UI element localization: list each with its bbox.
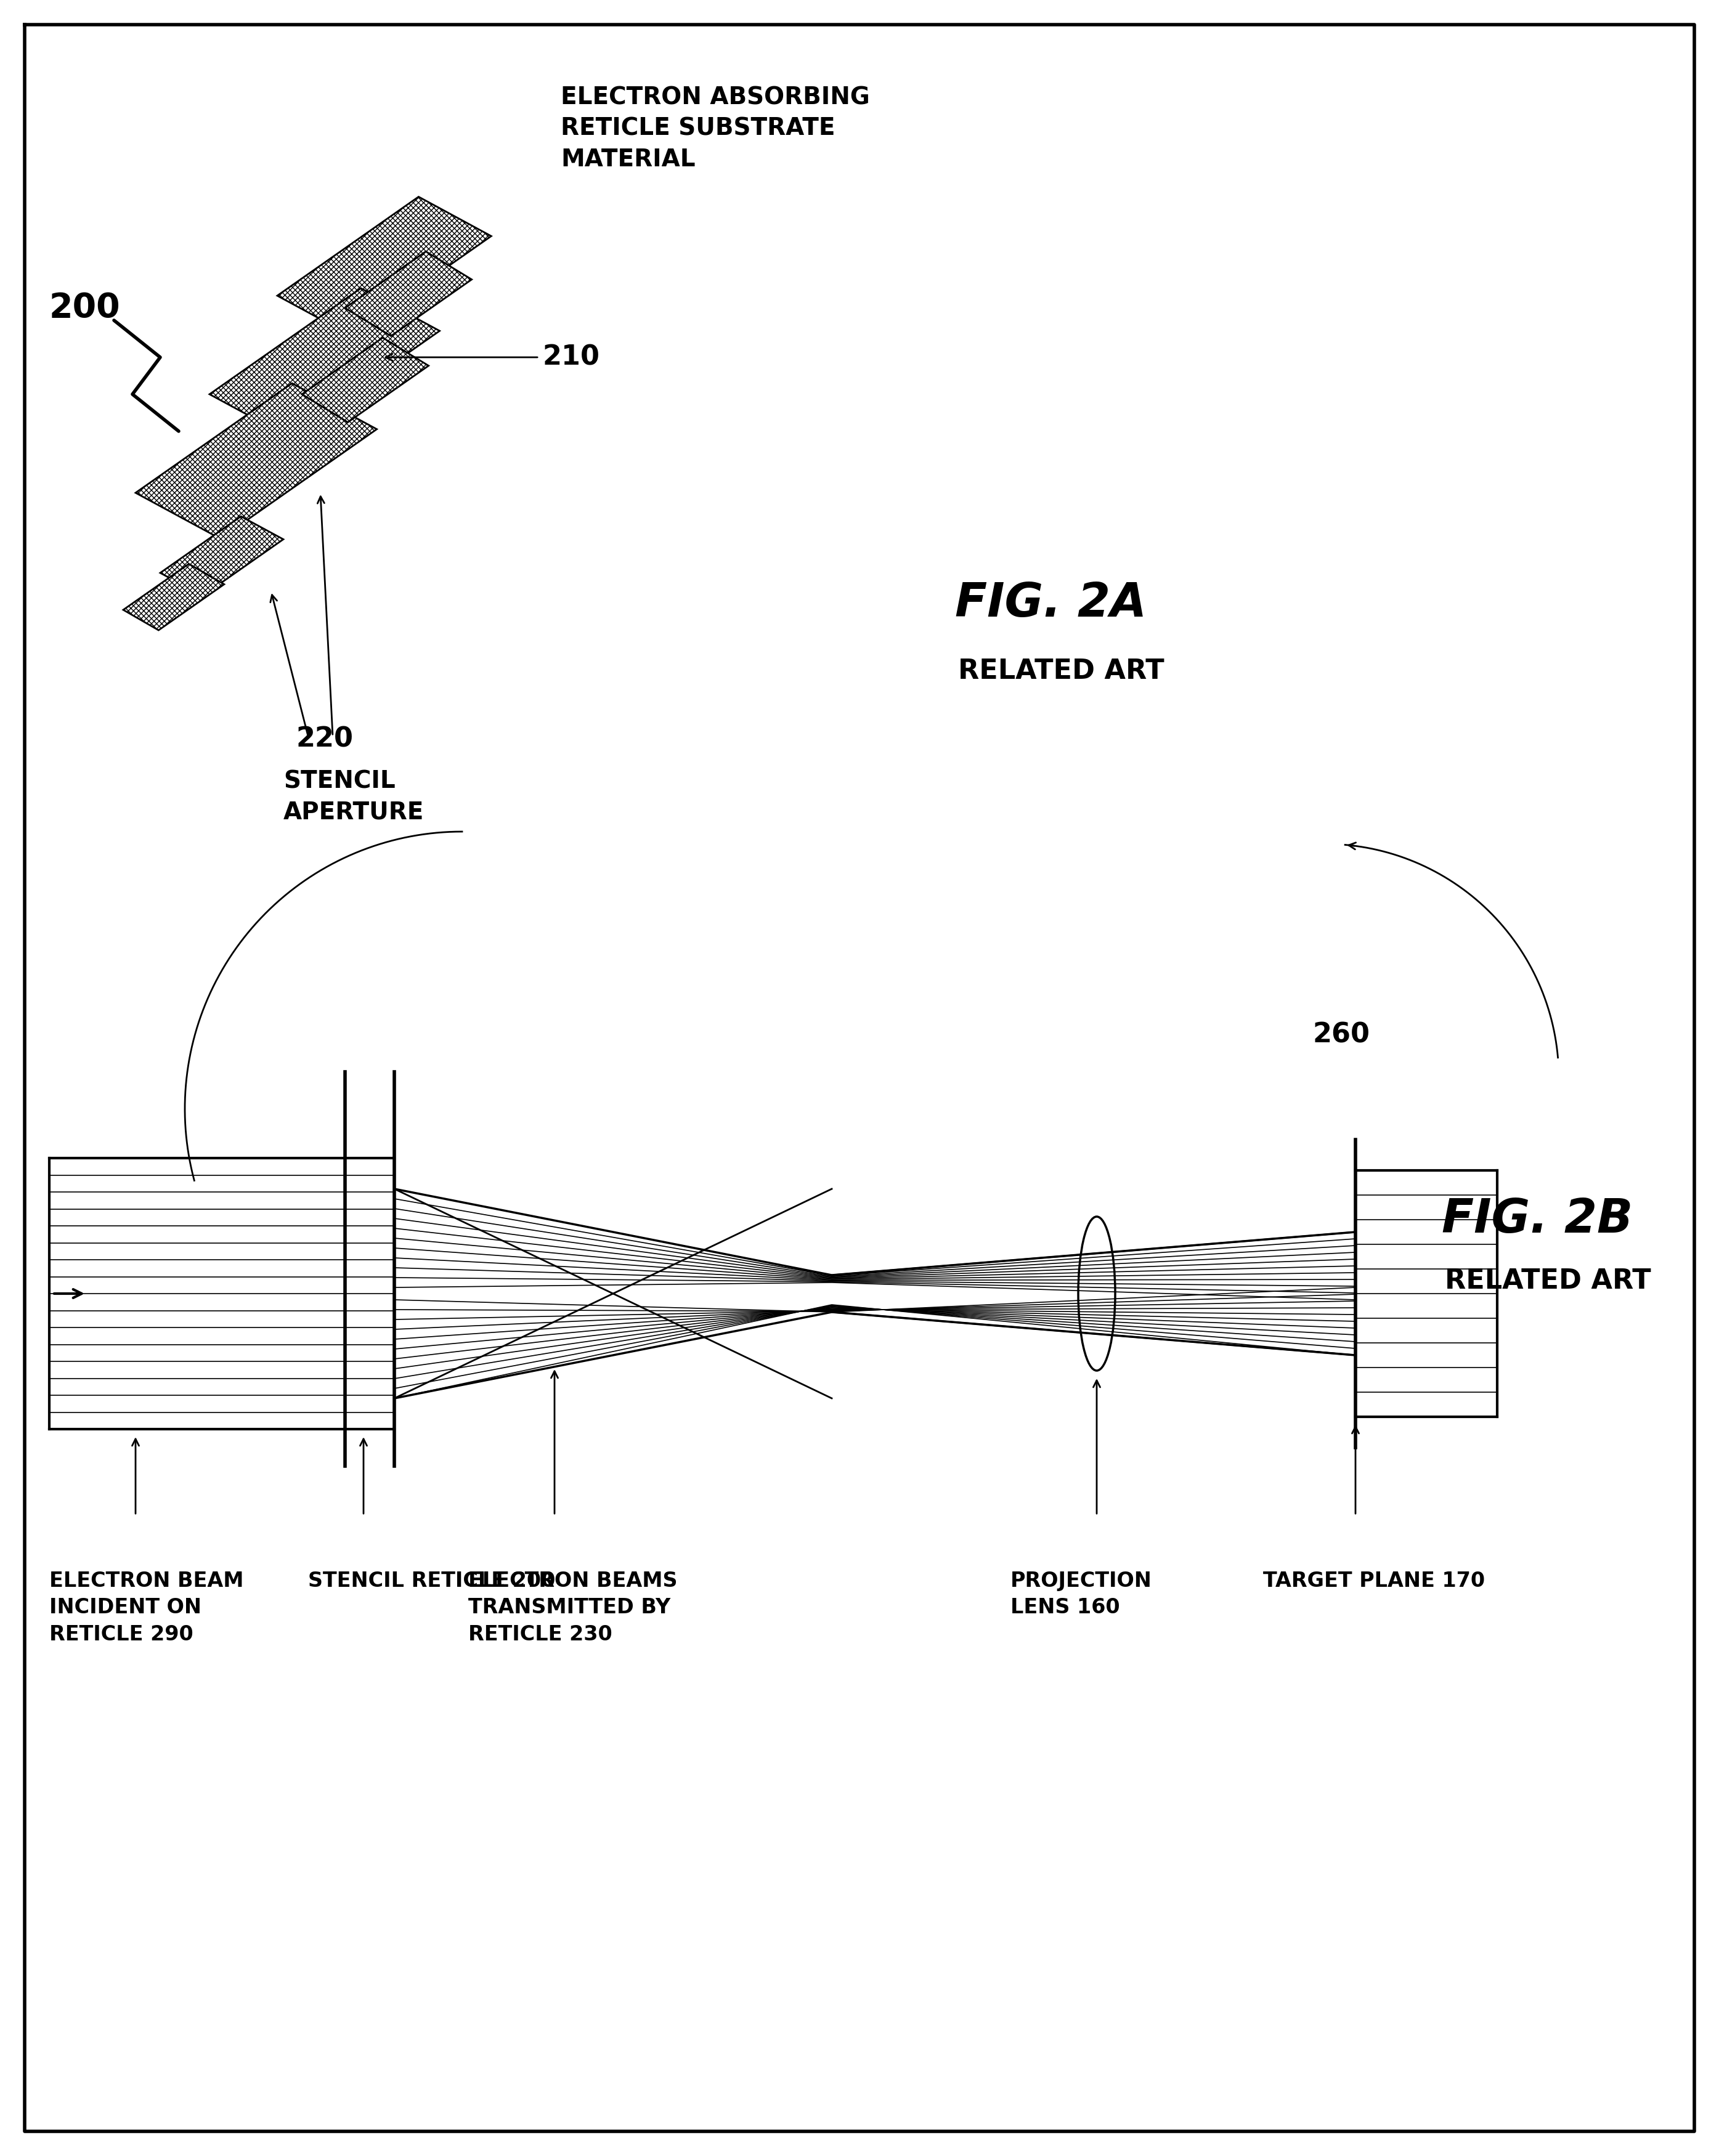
Text: 200: 200 bbox=[50, 291, 120, 326]
Text: FIG. 2B: FIG. 2B bbox=[1442, 1197, 1633, 1242]
Polygon shape bbox=[346, 252, 471, 336]
Text: STENCIL
APERTURE: STENCIL APERTURE bbox=[284, 770, 425, 824]
Polygon shape bbox=[124, 565, 223, 630]
Polygon shape bbox=[210, 289, 440, 438]
Text: 260: 260 bbox=[1312, 1022, 1370, 1048]
Text: PROJECTION
LENS 160: PROJECTION LENS 160 bbox=[1011, 1572, 1152, 1617]
Text: ELECTRON ABSORBING
RETICLE SUBSTRATE
MATERIAL: ELECTRON ABSORBING RETICLE SUBSTRATE MAT… bbox=[560, 86, 870, 170]
Text: FIG. 2A: FIG. 2A bbox=[956, 580, 1147, 627]
Text: 210: 210 bbox=[541, 345, 600, 371]
Text: RELATED ART: RELATED ART bbox=[1446, 1268, 1650, 1294]
Text: RELATED ART: RELATED ART bbox=[957, 658, 1164, 686]
Text: TARGET PLANE 170: TARGET PLANE 170 bbox=[1263, 1572, 1485, 1591]
Text: ELECTRON BEAMS
TRANSMITTED BY
RETICLE 230: ELECTRON BEAMS TRANSMITTED BY RETICLE 23… bbox=[468, 1572, 677, 1645]
Text: ELECTRON BEAM
INCIDENT ON
RETICLE 290: ELECTRON BEAM INCIDENT ON RETICLE 290 bbox=[50, 1572, 244, 1645]
Polygon shape bbox=[277, 196, 492, 334]
Polygon shape bbox=[160, 515, 284, 595]
Polygon shape bbox=[136, 384, 376, 539]
Polygon shape bbox=[303, 338, 428, 423]
Text: STENCIL RETICLE 200: STENCIL RETICLE 200 bbox=[308, 1572, 555, 1591]
Text: 220: 220 bbox=[296, 727, 352, 752]
